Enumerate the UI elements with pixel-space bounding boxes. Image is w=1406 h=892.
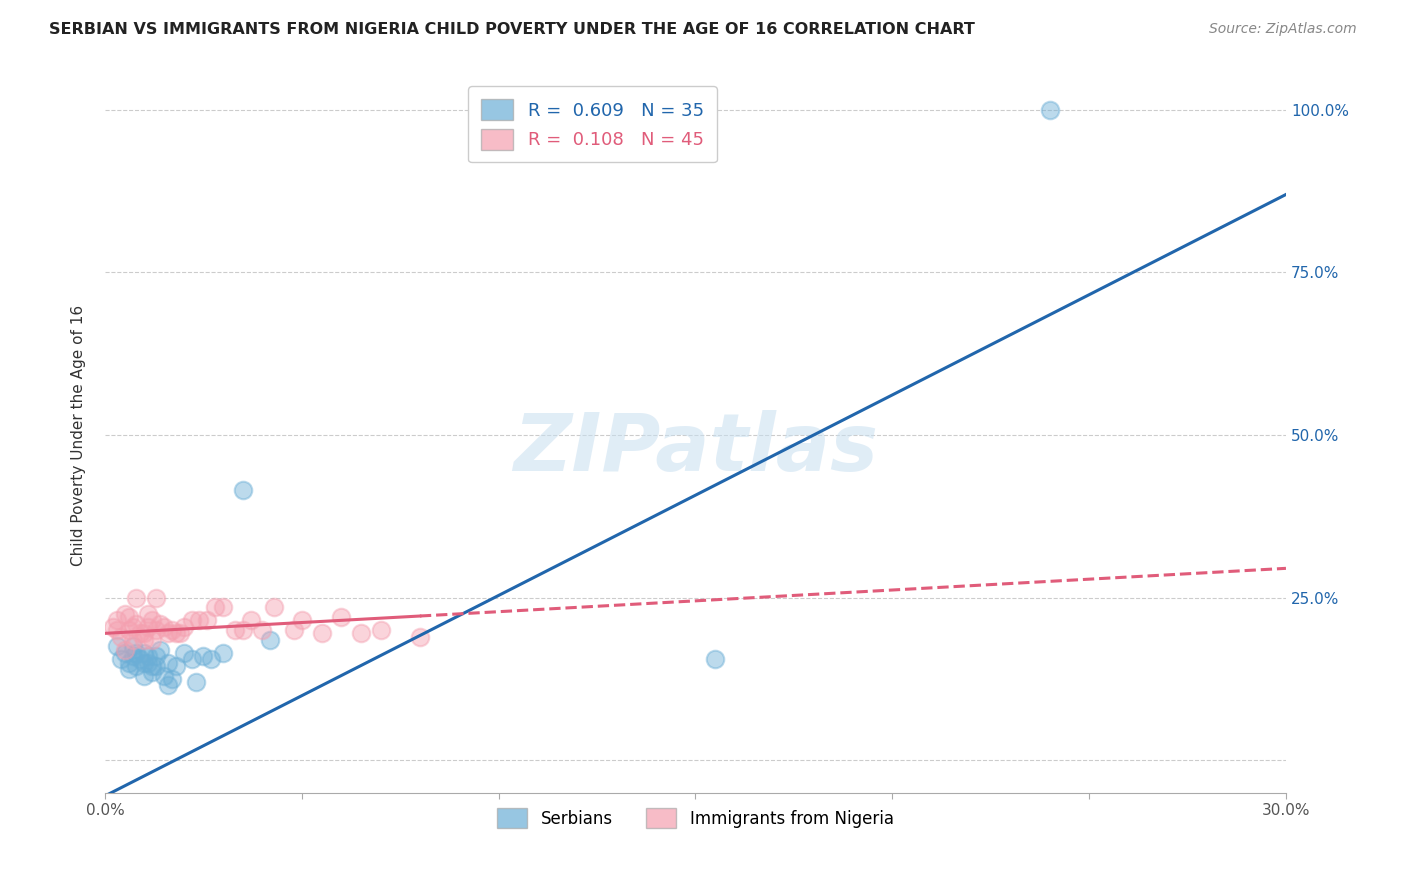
Point: [117, 662, 139, 676]
Point: [117, 623, 139, 637]
Point: [165, 626, 187, 640]
Point: [204, 600, 226, 615]
Point: [153, 620, 176, 634]
Point: [188, 613, 211, 627]
Point: [125, 658, 148, 673]
Point: [149, 642, 172, 657]
Y-axis label: Child Poverty Under the Age of 16: Child Poverty Under the Age of 16: [72, 304, 86, 566]
Point: [160, 672, 183, 686]
Point: [134, 632, 156, 647]
Point: [105, 640, 128, 654]
Point: [200, 652, 222, 666]
Point: [350, 626, 373, 640]
Point: [141, 632, 163, 647]
Point: [134, 626, 156, 640]
Point: [180, 652, 202, 666]
Point: [169, 626, 191, 640]
Point: [160, 623, 183, 637]
Point: [173, 646, 195, 660]
Point: [134, 668, 156, 682]
Point: [224, 623, 246, 637]
Point: [129, 652, 152, 666]
Point: [105, 623, 128, 637]
Point: [704, 652, 727, 666]
Point: [173, 620, 195, 634]
Point: [114, 607, 136, 621]
Point: [136, 656, 159, 670]
Text: Source: ZipAtlas.com: Source: ZipAtlas.com: [1209, 22, 1357, 37]
Point: [114, 642, 136, 657]
Point: [232, 623, 254, 637]
Point: [141, 613, 163, 627]
Point: [136, 649, 159, 664]
Point: [149, 616, 172, 631]
Point: [193, 649, 215, 664]
Point: [121, 640, 143, 654]
Point: [125, 616, 148, 631]
Point: [125, 646, 148, 660]
Point: [101, 620, 124, 634]
Point: [121, 632, 143, 647]
Point: [134, 656, 156, 670]
Point: [141, 658, 163, 673]
Point: [1039, 103, 1062, 117]
Point: [129, 626, 152, 640]
Point: [145, 623, 167, 637]
Legend: Serbians, Immigrants from Nigeria: Serbians, Immigrants from Nigeria: [491, 802, 900, 834]
Point: [291, 613, 314, 627]
Point: [239, 613, 262, 627]
Point: [156, 626, 179, 640]
Point: [117, 610, 139, 624]
Point: [156, 678, 179, 692]
Point: [195, 613, 218, 627]
Point: [156, 656, 179, 670]
Text: ZIPatlas: ZIPatlas: [513, 410, 877, 488]
Point: [125, 591, 148, 605]
Point: [114, 646, 136, 660]
Point: [153, 668, 176, 682]
Point: [252, 623, 274, 637]
Point: [232, 483, 254, 498]
Text: SERBIAN VS IMMIGRANTS FROM NIGERIA CHILD POVERTY UNDER THE AGE OF 16 CORRELATION: SERBIAN VS IMMIGRANTS FROM NIGERIA CHILD…: [49, 22, 976, 37]
Point: [180, 613, 202, 627]
Point: [145, 649, 167, 664]
Point: [165, 658, 187, 673]
Point: [110, 652, 132, 666]
Point: [409, 630, 432, 644]
Point: [263, 600, 285, 615]
Point: [311, 626, 333, 640]
Point: [121, 620, 143, 634]
Point: [136, 607, 159, 621]
Point: [259, 632, 281, 647]
Point: [330, 610, 353, 624]
Point: [145, 658, 167, 673]
Point: [141, 665, 163, 680]
Point: [370, 623, 392, 637]
Point: [212, 646, 235, 660]
Point: [105, 613, 128, 627]
Point: [121, 649, 143, 664]
Point: [110, 630, 132, 644]
Point: [134, 646, 156, 660]
Point: [145, 591, 167, 605]
Point: [117, 656, 139, 670]
Point: [283, 623, 305, 637]
Point: [212, 600, 235, 615]
Point: [136, 620, 159, 634]
Point: [184, 675, 207, 690]
